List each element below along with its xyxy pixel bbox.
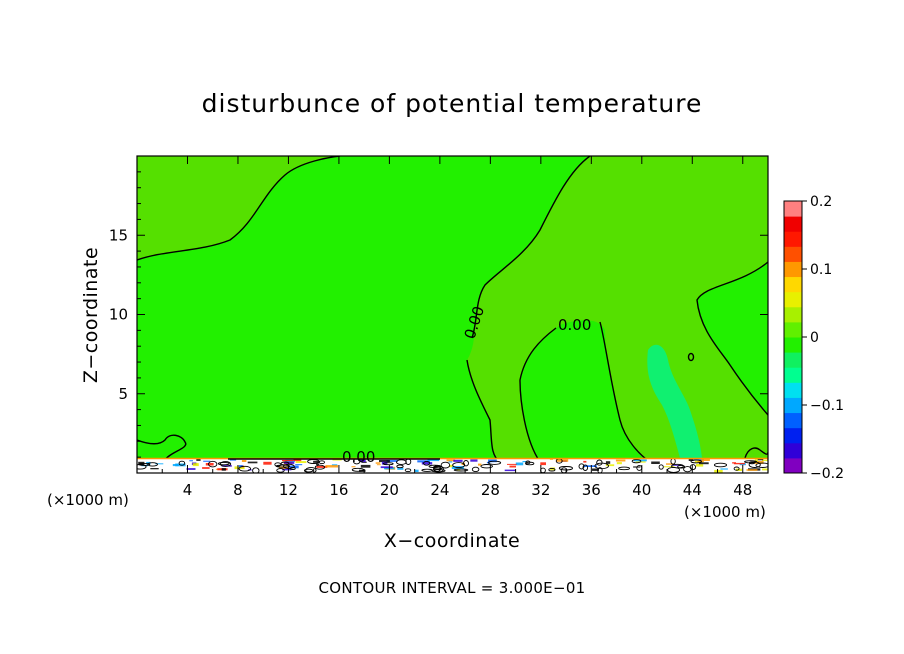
colorbar-swatch	[784, 382, 802, 398]
y-axis-title: Z−coordinate	[80, 247, 102, 383]
ground-layer	[137, 457, 768, 473]
x-tick-label: 8	[233, 481, 243, 499]
colorbar-tick-label: 0.1	[810, 262, 832, 278]
y-tick-label: 10	[109, 306, 128, 324]
contour-right-blob	[744, 447, 768, 459]
colorbar-swatch	[784, 397, 802, 414]
x-unit-left: (×1000 m)	[47, 491, 129, 509]
x-tick-label: 36	[582, 481, 601, 499]
x-unit-right: (×1000 m)	[684, 503, 766, 521]
contour-line-middle-lower	[466, 359, 501, 463]
contour-line-middle	[471, 156, 591, 339]
colorbar-swatch	[784, 201, 802, 217]
contour-small-loop	[687, 352, 695, 362]
colorbar-swatch	[784, 337, 802, 353]
colorbar-tick-label: 0	[810, 330, 819, 346]
x-axis: 4 8 12 16 20 24 28 32 36 40 44 48	[161, 156, 752, 499]
colorbar-swatch	[784, 291, 802, 308]
colorbar: 0.2 0.1 0 −0.1 −0.2	[783, 194, 844, 482]
x-tick-label: 20	[380, 481, 399, 499]
warm-region-middle	[467, 156, 768, 462]
cold-plume	[647, 344, 702, 458]
colorbar-swatch	[784, 427, 802, 444]
colorbar-swatch	[784, 412, 802, 429]
contour-interval-footer: CONTOUR INTERVAL = 3.000E−01	[318, 579, 585, 597]
colorbar-swatch	[784, 216, 802, 232]
colorbar-swatch	[784, 367, 802, 383]
colorbar-swatch	[784, 457, 802, 474]
contour-line-left	[137, 156, 341, 261]
contour-line-inner	[519, 327, 557, 463]
x-tick-label: 48	[733, 481, 752, 499]
colorbar-swatch	[784, 321, 802, 338]
x-axis-title: X−coordinate	[384, 530, 520, 552]
x-tick-label: 12	[279, 481, 298, 499]
warm-region-left	[137, 156, 340, 260]
x-tick-label: 28	[481, 481, 500, 499]
colorbar-swatch	[784, 352, 802, 368]
colorbar-tick-label: −0.1	[810, 398, 844, 414]
x-tick-label: 44	[683, 481, 702, 499]
x-tick-label: 24	[430, 481, 449, 499]
colorbar-swatch	[784, 261, 802, 278]
contour-line-right	[696, 261, 768, 416]
colorbar-swatch	[784, 231, 802, 247]
chart-title: disturbunce of potential temperature	[202, 89, 703, 118]
plot-area	[137, 156, 768, 473]
x-tick-label: 40	[632, 481, 651, 499]
contour-label-2: 0.00	[558, 316, 591, 334]
y-tick-label: 15	[109, 226, 128, 244]
colorbar-swatch	[784, 442, 802, 459]
x-tick-label: 16	[329, 481, 348, 499]
colorbar-tick-label: −0.2	[810, 466, 844, 482]
contour-left-blob	[137, 434, 187, 461]
x-tick-label: 4	[183, 481, 193, 499]
colorbar-tick-label: 0.2	[810, 194, 832, 210]
colorbar-swatch	[784, 306, 802, 323]
y-axis: 5 10 15	[109, 171, 768, 458]
contour-label-3: 0.00	[342, 448, 375, 466]
y-tick-label: 5	[118, 385, 128, 403]
contour-line-inner-right	[599, 321, 651, 463]
x-tick-label: 32	[531, 481, 550, 499]
colorbar-swatch	[784, 276, 802, 293]
colorbar-swatch	[784, 246, 802, 262]
